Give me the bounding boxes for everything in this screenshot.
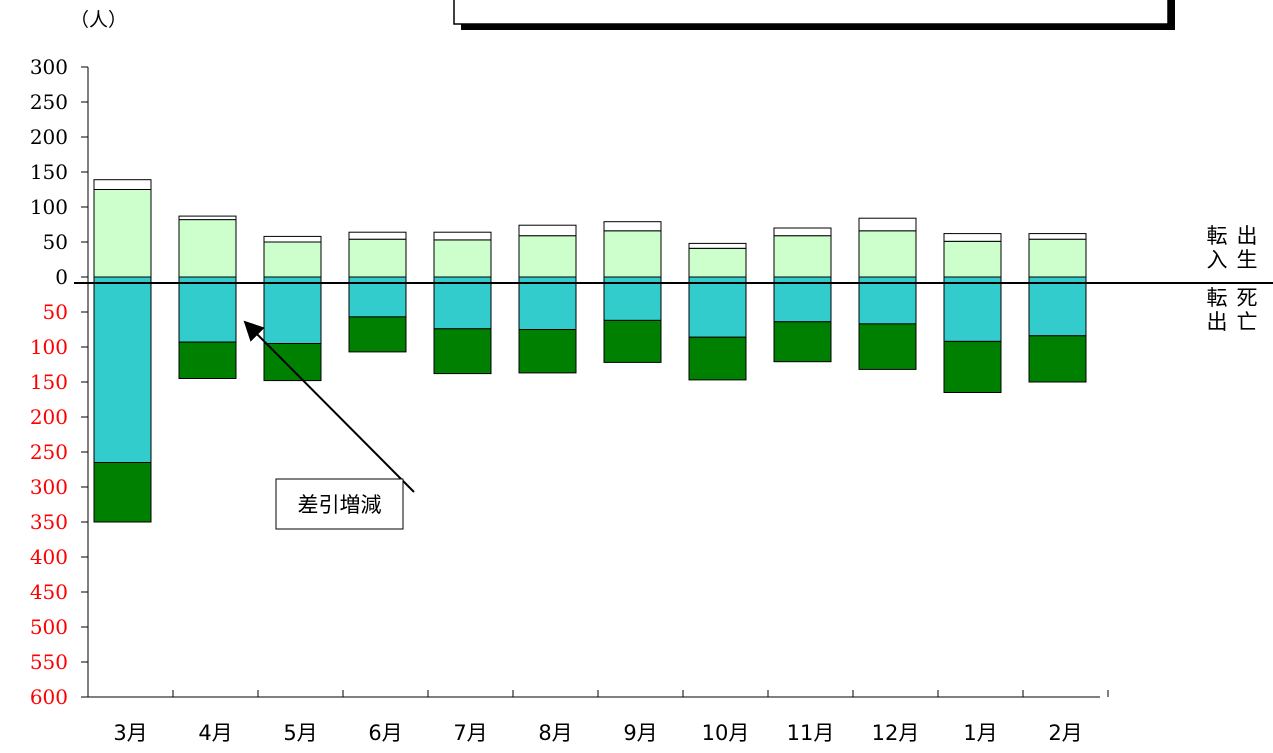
bars [93, 179, 1087, 523]
bar-segment-birth [263, 235, 322, 243]
side-label-move-in: 転入 [1207, 224, 1228, 272]
side-label-birth: 出生 [1237, 224, 1258, 272]
bar-segment-move-out [858, 276, 917, 325]
category-label: 10月 [702, 721, 750, 745]
bar-segment-birth [518, 224, 577, 237]
y-tick-label: 100 [30, 335, 68, 359]
bar-segment-move-out [433, 276, 492, 330]
bar-segment-birth [688, 242, 747, 249]
y-tick-label: 250 [30, 440, 68, 464]
bar-segment-birth [603, 221, 662, 232]
bar-segment-death [348, 316, 407, 353]
category-label: 8月 [538, 721, 572, 745]
bar-segment-death [1028, 335, 1087, 383]
annotation-arrow [243, 320, 415, 493]
bar-segment-move-in [433, 239, 492, 278]
bar-segment-death [603, 319, 662, 363]
y-tick-label: 50 [43, 300, 68, 324]
bar-segment-death [943, 340, 1002, 393]
y-tick-label: 300 [30, 55, 68, 79]
y-tick-label: 350 [30, 510, 68, 534]
bar-segment-move-in [263, 241, 322, 278]
category-label: 5月 [283, 721, 317, 745]
bar-segment-birth [433, 231, 492, 241]
bar-segment-move-in [688, 247, 747, 278]
y-tick-label: 500 [30, 615, 68, 639]
category-label: 6月 [368, 721, 402, 745]
x-axis-ticks [87, 690, 1109, 697]
y-tick-label: 0 [55, 265, 68, 289]
bar-segment-death [518, 329, 577, 374]
bar-segment-birth [858, 217, 917, 232]
bar-segment-death [858, 323, 917, 370]
y-tick-label: 200 [30, 405, 68, 429]
y-tick-label: 250 [30, 90, 68, 114]
bar-segment-move-out [1028, 276, 1087, 337]
side-labels-positive: 出生 転入 [1207, 224, 1258, 272]
y-tick-label: 300 [30, 475, 68, 499]
bar-segment-move-out [773, 276, 832, 323]
category-label: 12月 [872, 721, 920, 745]
category-label: 11月 [787, 721, 835, 745]
category-label: 7月 [453, 721, 487, 745]
y-axis-ticks: 3002502001501005005010015020025030035040… [30, 55, 88, 709]
bar-segment-move-out [93, 276, 152, 463]
bar-segment-move-in [858, 230, 917, 278]
bar-segment-birth [773, 227, 832, 237]
bar-segment-move-out [518, 276, 577, 330]
annotation-box [275, 478, 404, 530]
bar-segment-death [263, 343, 322, 382]
category-label: 2月 [1048, 721, 1082, 745]
y-tick-label: 400 [30, 545, 68, 569]
y-tick-label: 150 [30, 160, 68, 184]
bar-segment-move-in [348, 238, 407, 278]
bar-segment-move-out [688, 276, 747, 338]
y-tick-label: 100 [30, 195, 68, 219]
y-tick-label: 450 [30, 580, 68, 604]
annotation-label: 差引増減 [298, 493, 382, 517]
y-unit-label: （人） [70, 9, 127, 31]
bar-segment-move-out [263, 276, 322, 344]
y-tick-label: 550 [30, 650, 68, 674]
bar-segment-birth [943, 233, 1002, 242]
side-label-move-out: 転出 [1207, 286, 1228, 334]
bar-segment-move-in [943, 240, 1002, 278]
bar-segment-move-out [603, 276, 662, 321]
bar-segment-move-in [93, 189, 152, 278]
bar-segment-death [688, 336, 747, 381]
bar-segment-birth [178, 215, 237, 221]
bar-segment-move-in [1028, 238, 1087, 278]
y-tick-label: 50 [43, 230, 68, 254]
bar-segment-death [433, 328, 492, 375]
side-label-death: 死亡 [1237, 286, 1258, 334]
bar-segment-death [773, 321, 832, 363]
category-label: 4月 [198, 721, 232, 745]
y-tick-label: 150 [30, 370, 68, 394]
bar-segment-birth [1028, 233, 1087, 240]
bar-segment-move-in [178, 219, 237, 278]
category-label: 3月 [113, 721, 147, 745]
category-label: 9月 [623, 721, 657, 745]
bar-segment-move-in [518, 235, 577, 278]
category-label: 1月 [963, 721, 997, 745]
bar-segment-death [93, 462, 152, 523]
bar-segment-death [178, 341, 237, 380]
bar-segment-birth [93, 179, 152, 190]
y-tick-label: 200 [30, 125, 68, 149]
y-tick-label: 600 [30, 685, 68, 709]
category-labels: 3月 4月 5月 6月 7月 8月 9月 10月 11月 12月 1月 2月 [113, 721, 1082, 745]
bar-segment-move-in [773, 235, 832, 278]
legend-box [453, 0, 1169, 25]
bar-segment-move-in [603, 230, 662, 278]
bar-segment-move-out [943, 276, 1002, 342]
side-labels-negative: 転出 死亡 [1207, 286, 1258, 334]
bar-segment-move-out [178, 276, 237, 343]
bar-segment-birth [348, 231, 407, 240]
